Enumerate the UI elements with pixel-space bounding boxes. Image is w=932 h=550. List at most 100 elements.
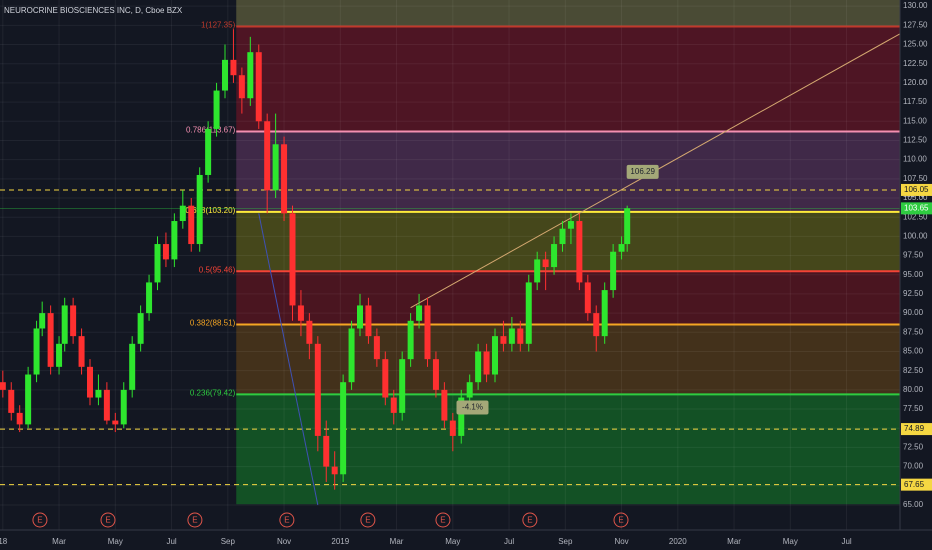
candle-body (103, 389, 110, 421)
candle-body (120, 389, 127, 425)
candle-body (255, 52, 262, 122)
candle-body (39, 313, 46, 329)
trend-line (258, 213, 319, 506)
y-tick-label: 100.00 (903, 231, 928, 240)
fib-band (236, 131, 900, 212)
x-tick-label: 18 (0, 537, 8, 546)
chart-title: NEUROCRINE BIOSCIENCES INC, D, Cboe BZX (4, 6, 183, 15)
x-tick-label: 2019 (331, 537, 349, 546)
candle-body (424, 305, 431, 360)
candle-body (230, 59, 237, 76)
candle-body (87, 366, 93, 398)
price-badge-label: 74.89 (904, 424, 925, 433)
candle-body (247, 52, 254, 99)
x-tick-label: May (783, 537, 798, 546)
candle-body (382, 359, 389, 398)
fib-band (236, 394, 900, 505)
candle-body (196, 174, 203, 245)
candle-body (171, 221, 178, 260)
earnings-marker (613, 512, 629, 528)
earnings-marker (522, 512, 538, 528)
candle-body (289, 213, 296, 306)
candle-body (584, 282, 591, 314)
candle-body (407, 320, 414, 360)
x-tick-label: Jul (841, 537, 851, 546)
x-tick-label: Sep (558, 537, 573, 546)
candle-body (340, 382, 347, 475)
candle-body (129, 343, 136, 390)
fib-label: 1(127.35) (201, 21, 236, 30)
candle-body (567, 221, 574, 229)
candle-body (162, 244, 169, 260)
candle-body (618, 244, 625, 252)
y-tick-label: 65.00 (903, 500, 924, 509)
y-tick-label: 80.00 (903, 385, 924, 394)
candle-body (146, 282, 153, 314)
price-badge (901, 183, 932, 196)
candle-body (33, 328, 40, 375)
candle-body (47, 313, 54, 367)
y-tick-label: 110.00 (903, 155, 927, 164)
y-tick-label: 90.00 (903, 308, 924, 317)
candle-body (137, 313, 144, 344)
y-tick-label: 97.50 (903, 251, 924, 260)
y-tick-label: 72.50 (903, 443, 924, 452)
y-tick-label: 127.50 (903, 20, 928, 29)
x-tick-label: Nov (614, 537, 628, 546)
candle-body (492, 336, 498, 375)
earnings-label: E (365, 516, 370, 525)
candle-body (56, 343, 63, 367)
candle-body (0, 382, 6, 390)
candle-body (534, 259, 541, 283)
candle-body (70, 305, 77, 337)
x-tick-label: Jul (504, 537, 514, 546)
earnings-label: E (192, 516, 197, 525)
x-tick-label: Jul (166, 537, 176, 546)
candle-body (466, 382, 473, 398)
y-tick-label: 105.00 (903, 193, 928, 202)
candle-body (323, 435, 330, 467)
fib-label: 0.382(88.51) (190, 319, 236, 328)
x-tick-label: May (445, 537, 460, 546)
candle-body (205, 128, 212, 175)
y-tick-label: 70.00 (903, 462, 924, 471)
candle-body (365, 305, 372, 337)
candle-body (264, 121, 271, 191)
candle-body (500, 336, 507, 344)
earnings-marker (100, 512, 116, 528)
candle-body (112, 420, 119, 425)
candle-body (78, 336, 85, 367)
candle-body (576, 221, 583, 283)
x-tick-label: Sep (221, 537, 236, 546)
price-axis (900, 0, 932, 550)
price-badge (901, 423, 932, 436)
fib-band (236, 271, 900, 325)
y-tick-label: 77.50 (903, 404, 924, 413)
earnings-label: E (618, 516, 623, 525)
fib-band (236, 324, 900, 395)
y-tick-label: 82.50 (903, 366, 924, 375)
candle-body (306, 320, 313, 344)
candle-body (399, 359, 406, 413)
fib-label: 0.236(79.42) (190, 388, 236, 397)
x-tick-label: Mar (727, 537, 741, 546)
candle-body (508, 328, 515, 344)
candle-body (357, 305, 363, 329)
candle-body (551, 244, 558, 268)
price-badge-label: 67.65 (904, 480, 925, 489)
x-tick-label: May (108, 537, 123, 546)
price-badge-label: 103.65 (904, 203, 929, 212)
y-tick-label: 122.50 (903, 59, 928, 68)
earnings-marker (435, 512, 451, 528)
callout-label: 106.29 (630, 167, 655, 176)
candle-body (449, 420, 456, 436)
x-tick-label: 2020 (669, 537, 687, 546)
y-tick-label: 92.50 (903, 289, 924, 298)
candle-body (610, 251, 617, 291)
callout-box (626, 164, 659, 179)
y-tick-label: 112.50 (903, 136, 927, 145)
candle-body (213, 90, 220, 129)
candle-body (61, 305, 68, 344)
candle-body (95, 389, 102, 398)
